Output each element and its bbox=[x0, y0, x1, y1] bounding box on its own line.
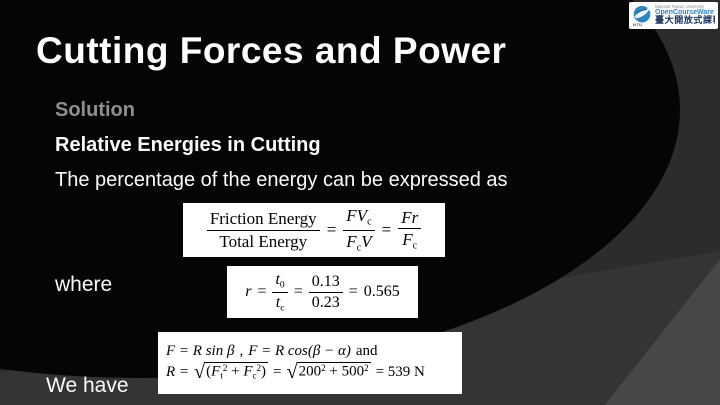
equals-sign: = bbox=[273, 364, 282, 380]
equation-energy-ratio: Friction Energy Total Energy = FVc FcV =… bbox=[183, 203, 445, 257]
equals-sign: = bbox=[326, 220, 337, 239]
r-symbol: r bbox=[245, 283, 252, 300]
ntu-label: NTU bbox=[633, 21, 643, 27]
equals-sign: = bbox=[257, 283, 267, 300]
equation-forces: F = R sin β , F = R cos(β − α) and R = √… bbox=[158, 332, 462, 394]
equals-sign: = bbox=[348, 283, 358, 300]
fraction-values: 0.13 0.23 bbox=[308, 272, 343, 313]
section-heading: Relative Energies in Cutting bbox=[55, 134, 321, 156]
slide-title: Cutting Forces and Power bbox=[36, 30, 507, 71]
fraction-thickness: t0 tc bbox=[272, 270, 288, 314]
fraction-energy-labels: Friction Energy Total Energy bbox=[206, 208, 320, 252]
solution-label: Solution bbox=[55, 99, 135, 121]
logo-ocw-name: OpenCourseWare bbox=[655, 9, 714, 17]
square-root: √ (Ft2 + Fc2) bbox=[194, 360, 268, 383]
fraction-fvc: FVc FcV bbox=[343, 205, 375, 255]
where-label: where bbox=[55, 273, 113, 296]
ntu-bird-icon: NTU bbox=[632, 5, 652, 27]
logo-chinese-name: 臺大開放式課程 bbox=[655, 15, 715, 26]
logo-university-name: National Taiwan University bbox=[655, 4, 705, 9]
equals-sign: = bbox=[381, 220, 392, 239]
fraction-fr: Fr Fc bbox=[398, 207, 422, 254]
equation-cutting-ratio: r = t0 tc = 0.13 0.23 = 0.565 bbox=[227, 266, 418, 318]
resultant-force-line: R = √ (Ft2 + Fc2) = √ 2002 + 5002 = 539 … bbox=[166, 360, 425, 383]
ntu-ocw-logo: NTU National Taiwan University OpenCours… bbox=[629, 2, 718, 29]
equals-sign: = bbox=[293, 283, 303, 300]
force-result: = 539 N bbox=[375, 364, 425, 380]
ratio-result: 0.565 bbox=[363, 283, 400, 300]
we-have-label: We have bbox=[46, 374, 129, 397]
square-root: √ 2002 + 5002 bbox=[286, 360, 371, 383]
intro-text: The percentage of the energy can be expr… bbox=[55, 169, 508, 191]
logo-text: National Taiwan University OpenCourseWar… bbox=[655, 5, 715, 26]
force-components-line: F = R sin β , F = R cos(β − α) and bbox=[166, 342, 378, 359]
